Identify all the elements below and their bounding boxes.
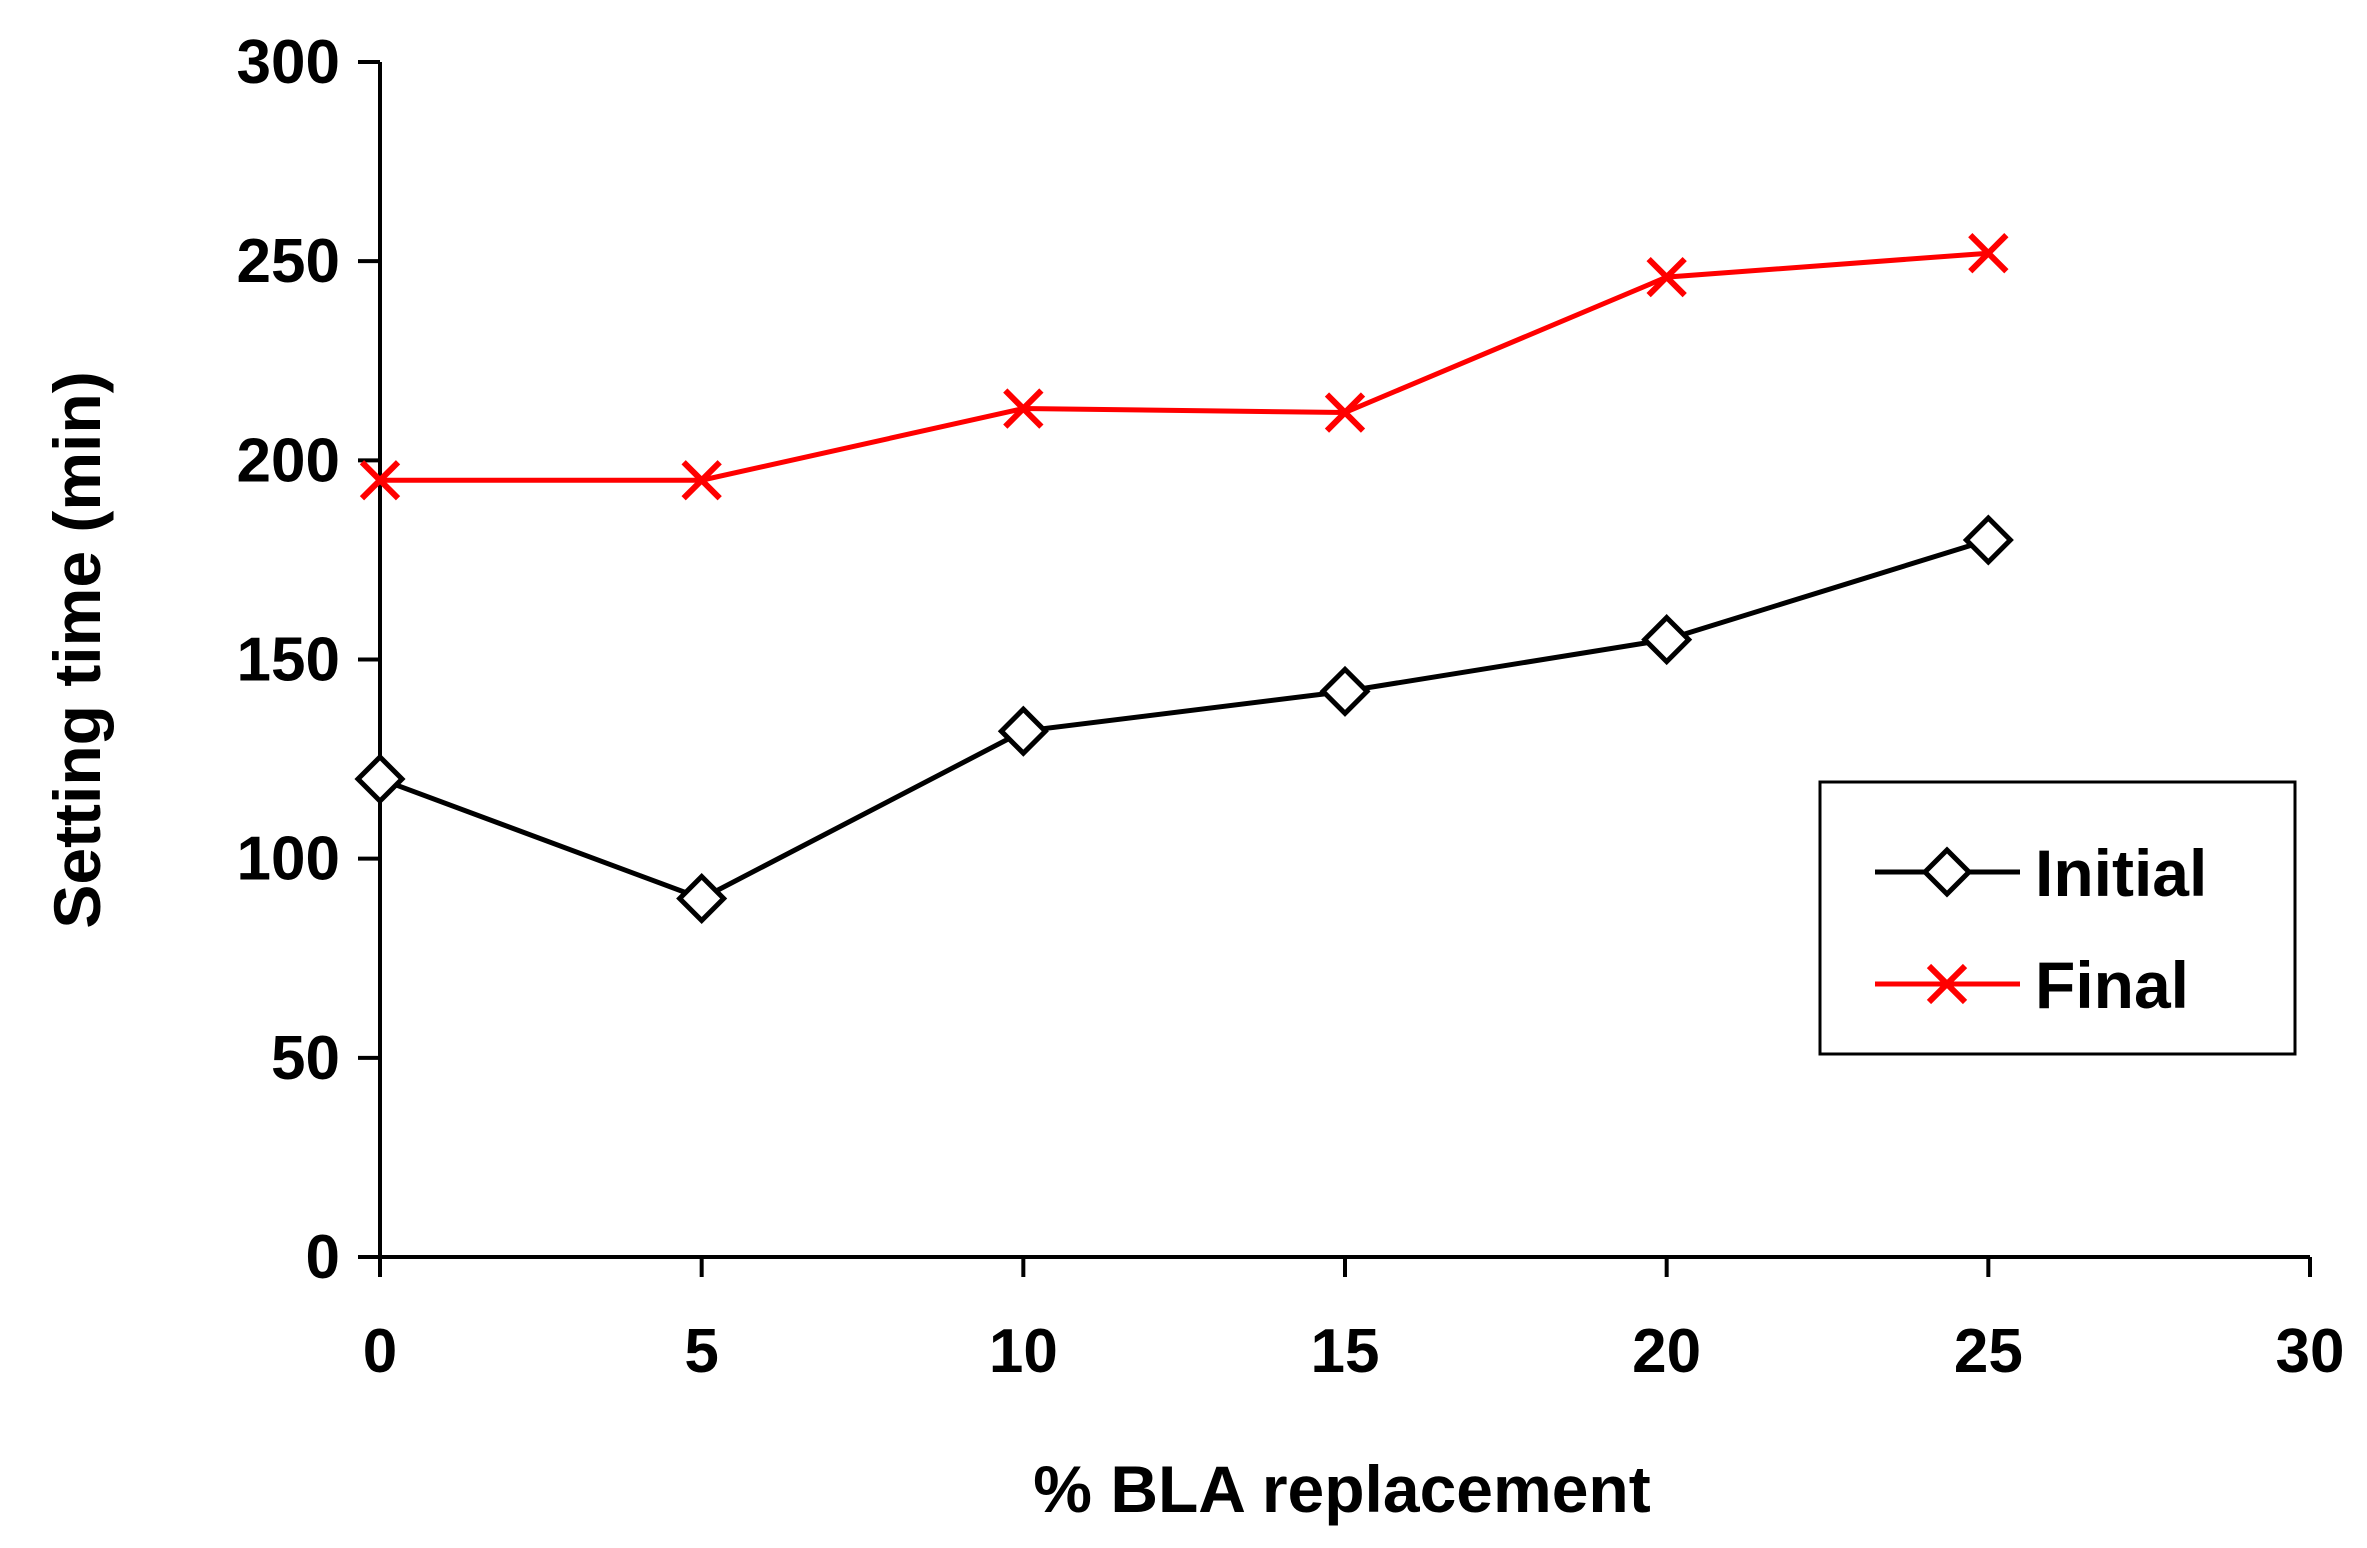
- legend: Initial Final: [1818, 780, 2297, 1056]
- series-line: [379, 537, 1990, 902]
- marker-stroke: [1926, 963, 1968, 1005]
- marker-stroke: [1968, 233, 2009, 274]
- marker-stroke: [359, 460, 401, 501]
- y-axis-title: Setting time (min): [40, 371, 114, 928]
- x-tick-label: 20: [1632, 1317, 1701, 1386]
- marker-stroke: [1646, 256, 1687, 298]
- x-tick-label: 10: [989, 1317, 1058, 1386]
- legend-item-initial: Initial: [1875, 836, 2207, 910]
- y-tick-label: 50: [271, 1024, 340, 1093]
- legend-label: Final: [2035, 948, 2189, 1022]
- legend-items: Initial Final: [1875, 836, 2207, 1022]
- y-tick-label: 100: [237, 825, 340, 894]
- data-point-marker: [1921, 846, 1973, 898]
- data-point-marker: [354, 753, 406, 805]
- data-point-marker: [1003, 388, 1044, 429]
- data-point-marker: [1968, 233, 2009, 274]
- data-point-marker: [1926, 963, 1968, 1005]
- y-tick-label: 0: [306, 1223, 340, 1292]
- x-tick-label: 5: [684, 1317, 718, 1386]
- data-point-marker: [676, 872, 728, 925]
- x-tick-label: 15: [1311, 1317, 1380, 1386]
- data-point-marker: [1646, 256, 1687, 298]
- legend-item-final: Final: [1875, 948, 2189, 1022]
- y-tick-label: 200: [237, 426, 340, 495]
- y-tick-label: 250: [237, 227, 340, 296]
- y-tick-label: 300: [237, 28, 340, 97]
- data-point-marker: [1319, 665, 1371, 717]
- data-point-marker: [681, 460, 722, 501]
- marker-stroke: [681, 460, 722, 501]
- x-tick-label: 30: [2276, 1317, 2345, 1386]
- data-point-marker: [1962, 514, 2014, 566]
- legend-label: Initial: [2035, 836, 2207, 910]
- x-ticks: 0 5 10 15 20 25 30: [363, 1257, 2345, 1386]
- legend-box: [1818, 780, 2297, 1056]
- marker-stroke: [1324, 392, 1366, 433]
- data-point-marker: [1324, 392, 1366, 433]
- x-tick-label: 0: [363, 1317, 397, 1386]
- y-tick-label: 150: [237, 626, 340, 695]
- axes: [378, 62, 2310, 1259]
- x-tick-label: 25: [1954, 1317, 2023, 1386]
- marker-stroke: [1003, 388, 1044, 429]
- x-axis-title: % BLA replacement: [1033, 1452, 1650, 1526]
- y-ticks: 0 50 100 150 200 250 300: [237, 28, 380, 1292]
- data-point-marker: [359, 460, 401, 501]
- series-initial: [354, 514, 2014, 925]
- data-point-marker: [997, 705, 1049, 757]
- series-line: [380, 250, 1989, 483]
- series-final: [359, 233, 2009, 501]
- data-point-marker: [1641, 614, 1693, 666]
- series-layer: [354, 233, 2014, 925]
